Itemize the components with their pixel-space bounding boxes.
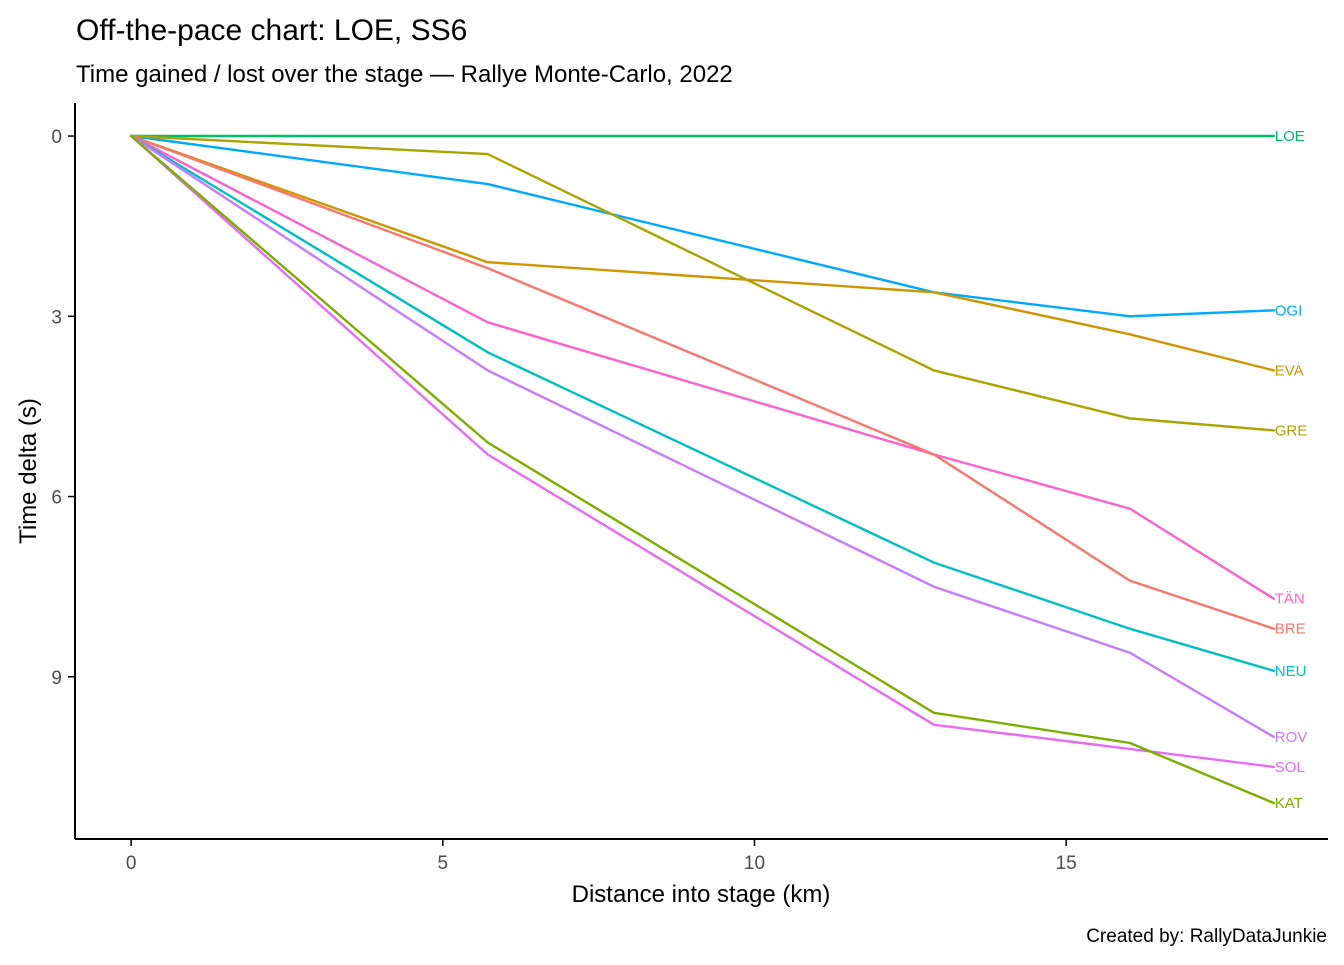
x-tick-label: 5: [438, 853, 449, 874]
x-tick-label: 10: [744, 853, 765, 874]
series-end-label: LOE: [1275, 128, 1305, 145]
series-end-label: EVA: [1275, 362, 1304, 379]
series-line-tän: [129, 134, 1276, 600]
y-axis-ticks: 0 3 6 9: [51, 127, 75, 689]
series-line-gre: [129, 134, 1276, 432]
series-line-neu: [129, 134, 1276, 672]
x-tick-label: 0: [126, 853, 137, 874]
series-line-bre: [129, 134, 1276, 630]
x-axis-label: Distance into stage (km): [572, 881, 831, 908]
series-lines: [129, 134, 1276, 805]
y-axis-label: Time delta (s): [15, 398, 42, 544]
chart-subtitle: Time gained / lost over the stage — Rall…: [76, 61, 733, 88]
series-end-label: NEU: [1275, 663, 1307, 680]
chart-title: Off-the-pace chart: LOE, SS6: [76, 14, 467, 47]
series-end-label: OGI: [1275, 302, 1303, 319]
series-end-label: KAT: [1275, 795, 1303, 812]
series-end-label: ROV: [1275, 729, 1308, 746]
y-tick-label: 3: [51, 307, 62, 328]
series-end-label: SOL: [1275, 759, 1305, 776]
series-line-eva: [129, 134, 1276, 372]
series-end-labels: LOE OGI EVA GRE TÄN BRE NEU ROV SOL KAT: [1275, 128, 1308, 812]
x-axis-ticks: 0 5 10 15: [126, 839, 1077, 874]
x-tick-label: 15: [1056, 853, 1077, 874]
series-line-rov: [129, 134, 1276, 739]
y-tick-label: 6: [51, 488, 62, 509]
series-end-label: GRE: [1275, 422, 1308, 439]
series-end-label: BRE: [1275, 621, 1306, 638]
y-tick-label: 9: [51, 668, 62, 689]
series-line-kat: [129, 134, 1276, 805]
series-end-label: TÄN: [1275, 591, 1305, 608]
chart-caption: Created by: RallyDataJunkie: [1086, 926, 1327, 947]
series-line-sol: [129, 134, 1276, 769]
y-tick-label: 0: [51, 127, 62, 148]
